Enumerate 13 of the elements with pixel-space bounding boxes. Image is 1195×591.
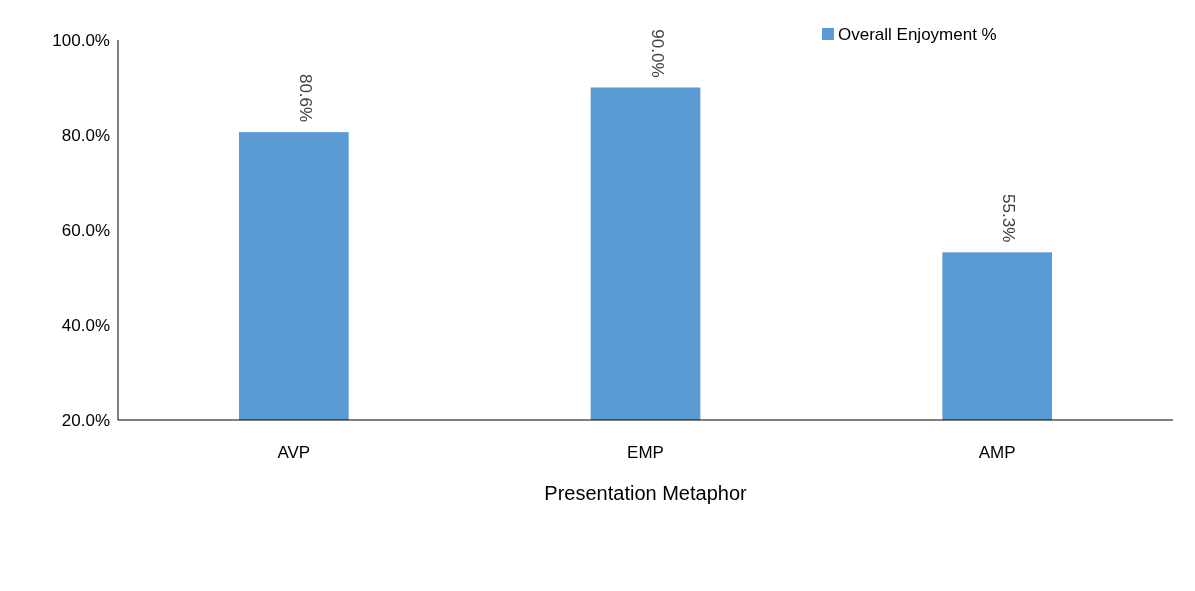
y-tick-label: 100.0% [52, 30, 110, 50]
y-tick-label: 20.0% [61, 410, 110, 430]
x-tick-label: EMP [627, 443, 664, 462]
y-tick-label: 80.0% [61, 125, 110, 145]
y-tick-label: 60.0% [61, 220, 110, 240]
x-axis-title: Presentation Metaphor [544, 482, 748, 504]
data-label: 90.0% [647, 29, 667, 78]
y-tick-label: 40.0% [61, 315, 110, 335]
x-tick-label: AMP [978, 443, 1016, 462]
x-tick-label: AVP [277, 443, 311, 462]
data-label: 55.3% [999, 194, 1019, 243]
data-label: 80.6% [295, 73, 315, 123]
legend-label: Overall Enjoyment % [838, 24, 997, 44]
